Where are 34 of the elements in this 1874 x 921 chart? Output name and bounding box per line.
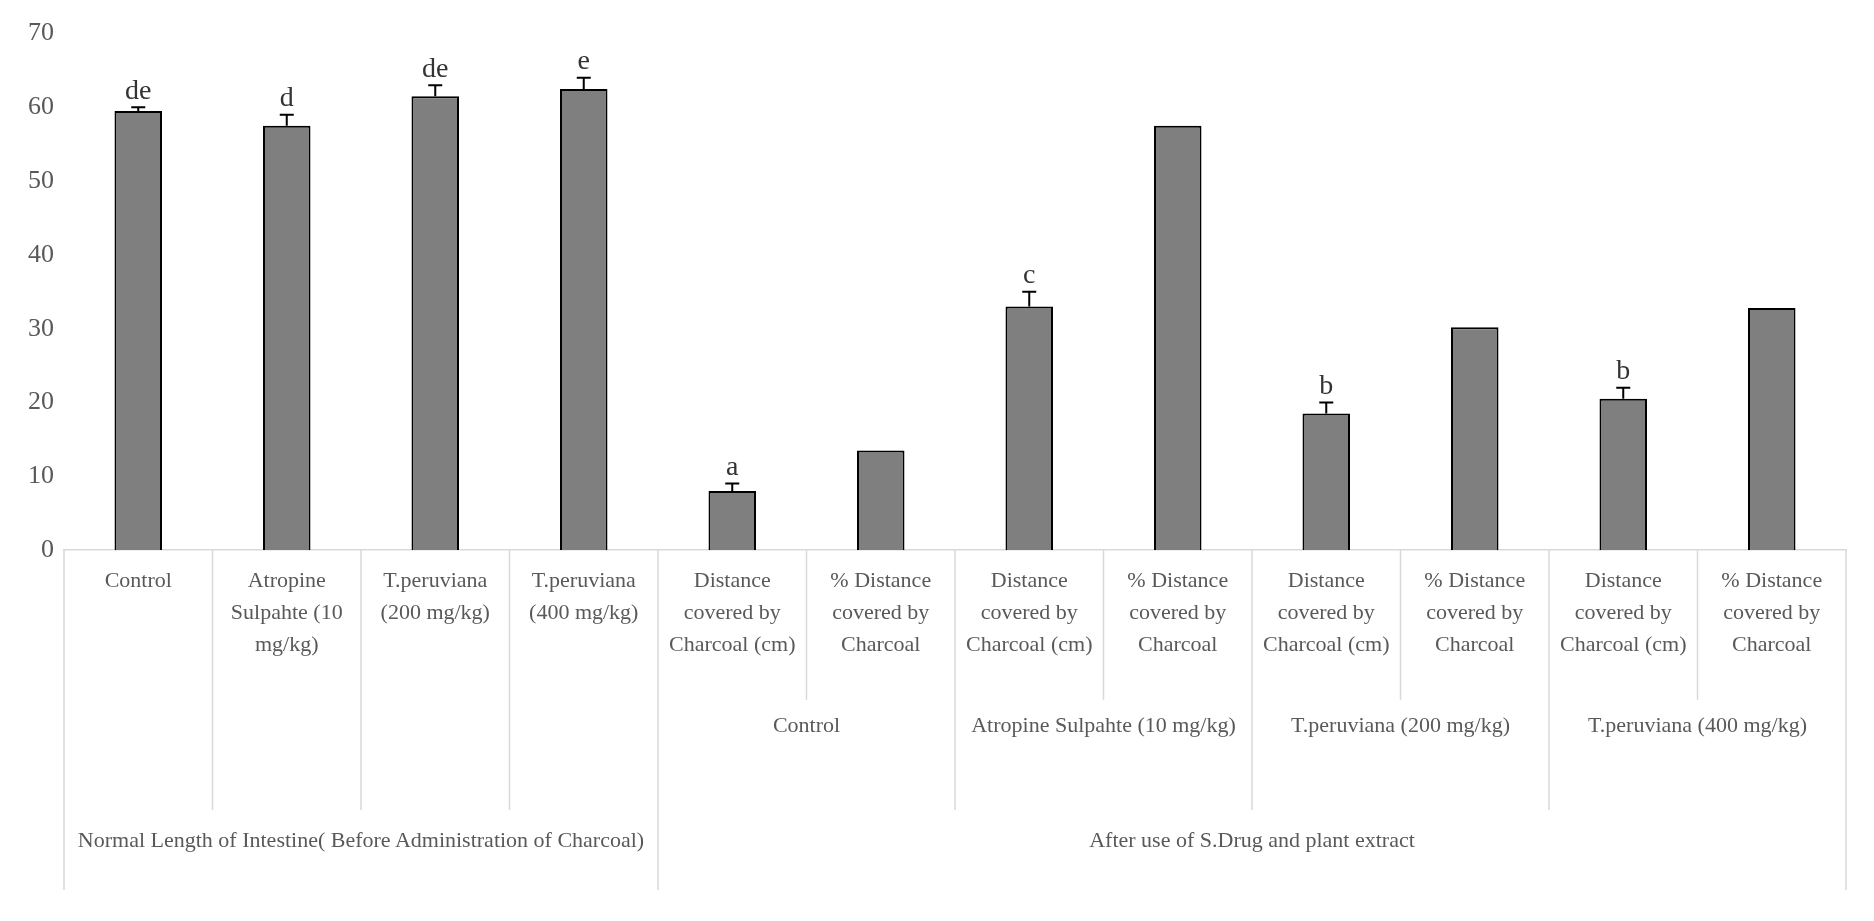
x-tick-label: Distance covered by Charcoal (cm) (1263, 566, 1390, 656)
x-tick-label: % Distance covered by Charcoal (1721, 566, 1823, 656)
y-tick-label: 0 (41, 533, 54, 563)
text: Atropine Sulpahte (10 mg/kg) (971, 711, 1236, 737)
data-label: d (279, 81, 294, 113)
text: T.peruviana (200 mg/kg) (1291, 711, 1510, 737)
x-tick-label: T.peruviana (200 mg/kg) (380, 566, 490, 624)
y-tick-label: 20 (28, 386, 54, 416)
y-tick-label: 60 (28, 91, 54, 121)
x-tick-label: % Distance covered by Charcoal (830, 566, 932, 656)
x-tick-label: Control (104, 566, 172, 592)
data-label: de (422, 51, 449, 83)
x-tick-label: Distance covered by Charcoal (cm) (966, 566, 1093, 656)
data-label: c (1023, 258, 1036, 290)
y-tick-label: 40 (28, 238, 54, 268)
text: T.peruviana (400 mg/kg) (1588, 711, 1807, 737)
x-tick-label: Atropine Sulpahte (10 mg/kg) (230, 566, 343, 656)
x-tick-label: % Distance covered by Charcoal (1424, 566, 1526, 656)
data-label: a (726, 449, 740, 481)
y-tick-label: 70 (28, 17, 54, 47)
y-tick-label: 10 (28, 460, 54, 490)
data-label: b (1319, 368, 1334, 400)
x-tick-label: Distance covered by Charcoal (cm) (1560, 566, 1687, 656)
y-tick-label: 50 (28, 164, 54, 194)
data-label: b (1616, 354, 1631, 386)
x-tick-label: Distance covered by Charcoal (cm) (669, 566, 796, 656)
text: Normal Length of Intestine( Before Administration of Charcoal) (77, 826, 645, 852)
text: After use of S.Drug and plant extract (1089, 826, 1415, 852)
data-label: e (577, 44, 590, 76)
data-label: de (125, 73, 152, 105)
text: Control (772, 711, 841, 737)
y-tick-label: 30 (28, 312, 54, 342)
x-tick-label: % Distance covered by Charcoal (1127, 566, 1229, 656)
x-tick-label: T.peruviana (400 mg/kg) (529, 566, 639, 624)
